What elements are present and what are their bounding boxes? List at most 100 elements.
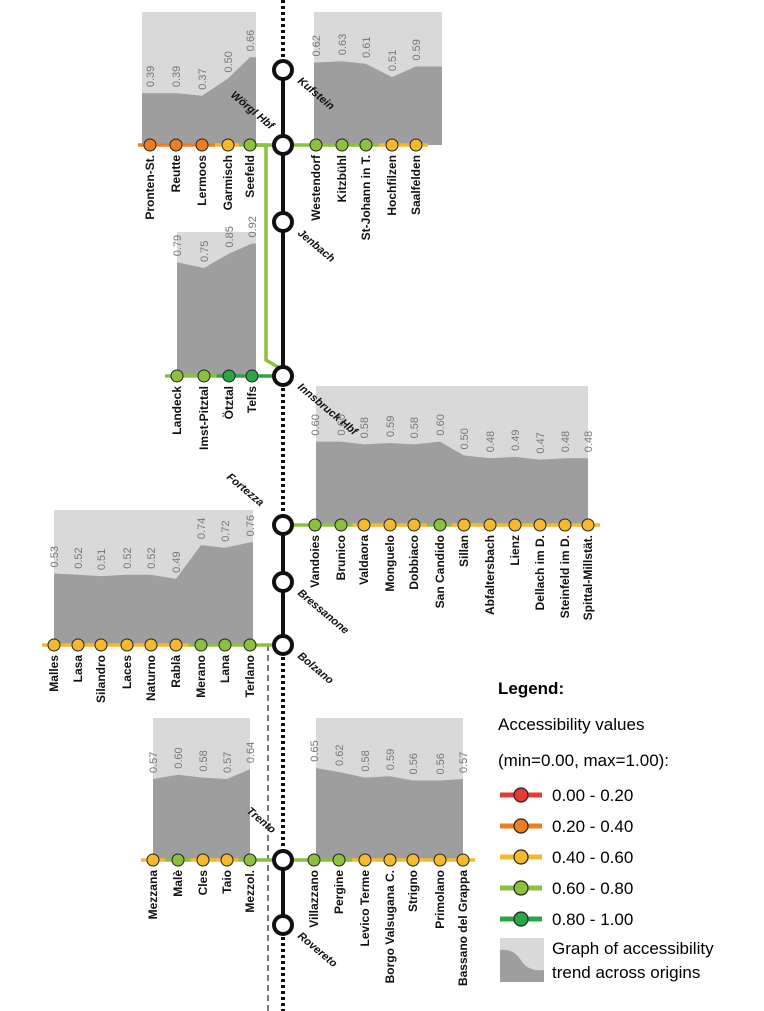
station-label: Garmisch [221,155,235,210]
accessibility-value: 0.59 [411,39,423,60]
main-station-marker [272,211,294,233]
accessibility-value: 0.63 [337,34,349,55]
main-station-marker [272,59,294,81]
station-marker [332,853,346,867]
station-label: Telfs [245,386,259,413]
station-marker [407,518,421,532]
main-station-marker [272,134,294,156]
legend-class: 0.80 - 1.00 [500,910,633,929]
accessibility-value: 0.51 [96,549,108,570]
legend-class: 0.60 - 0.80 [500,879,633,898]
legend-class-marker [513,911,529,927]
graph-area [142,57,256,145]
station-marker [169,138,183,152]
station-label: Landeck [170,386,184,435]
station-label: Brunico [334,535,348,580]
accessibility-value: 0.60 [435,414,447,435]
station-marker [383,853,397,867]
station-marker [508,518,522,532]
accessibility-value: 0.48 [485,431,497,452]
station-label: Lermoos [195,155,209,206]
graph-area [314,61,442,145]
station-label: Lana [218,655,232,683]
station-label: Villazzano [307,870,321,928]
accessibility-value: 0.50 [459,428,471,449]
accessibility-value: 0.60 [310,414,322,435]
station-marker [243,853,257,867]
station-label: Hochfilzen [385,155,399,216]
station-label: Imst-Pitztal [197,386,211,450]
station-marker [169,638,183,652]
accessibility-value: 0.60 [336,414,348,435]
graph-area [153,769,250,860]
accessibility-value: 0.66 [245,30,257,51]
station-label: Abfaltersbach [483,535,497,615]
station-label: Bassano del Grappa [456,870,470,986]
legend-class-marker [513,849,529,865]
station-label: San Candido [433,535,447,608]
stations [47,59,595,936]
station-label: Lasa [71,655,85,683]
legend-class: 0.00 - 0.20 [500,786,633,805]
accessibility-value: 0.57 [458,752,470,773]
legend-classes: 0.00 - 0.20 0.20 - 0.40 0.40 - 0.60 0.60 - … [500,786,633,929]
station-marker [194,638,208,652]
station-label: Levico Terme [358,870,372,947]
accessibility-value: 0.50 [223,51,235,72]
legend-class: 0.40 - 0.60 [500,848,633,867]
accessibility-graphs: 0.39 0.39 0.37 0.50 0.66 0.62 0.63 0.61 0.51 0.59… [49,12,595,860]
main-station-label: Rovereto [295,930,339,970]
station-label: St-Johann in T. [359,155,373,240]
legend-class: 0.20 - 0.40 [500,817,633,836]
accessibility-value: 0.62 [311,35,323,56]
station-marker [243,138,257,152]
accessibility-value: 0.52 [73,547,85,568]
accessibility-value: 0.56 [408,753,420,774]
main-station-marker [272,365,294,387]
station-marker [171,853,185,867]
station-label: Strigno [406,870,420,912]
main-station-marker [272,514,294,536]
station-marker [218,638,232,652]
station-label: Dellach im D. [533,535,547,610]
station-label: Mezzol. [243,870,257,913]
station-label: Pergine [332,870,346,914]
station-marker [483,518,497,532]
accessibility-value: 0.52 [122,547,134,568]
station-label: Silandro [94,655,108,703]
station-label: Malè [171,870,185,897]
station-label: Sillan [457,535,471,567]
station-label: Terlano [243,655,257,697]
station-label: Saalfelden [409,155,423,215]
station-marker [222,369,236,383]
station-marker [581,518,595,532]
accessibility-value: 0.57 [148,752,160,773]
station-marker [383,518,397,532]
legend-class-marker [513,880,529,896]
graph-area [54,542,253,645]
accessibility-value: 0.72 [220,520,232,541]
accessibility-value: 0.56 [435,753,447,774]
accessibility-value: 0.61 [361,36,373,57]
legend-title: Legend: [498,679,564,698]
accessibility-value: 0.49 [171,551,183,572]
accessibility-value: 0.48 [560,431,572,452]
station-marker [359,138,373,152]
station-label: Vandoies [308,535,322,588]
main-station-label: Bressanone [295,587,351,637]
legend-graph-line-2: trend across origins [552,963,700,982]
legend-class-range: 0.00 - 0.20 [552,786,633,805]
legend-graph-line-1: Graph of accessibility [552,939,714,958]
station-label: Mezzana [146,870,160,920]
station-marker [334,518,348,532]
station-marker [195,138,209,152]
accessibility-value: 0.48 [583,431,595,452]
accessibility-value: 0.79 [172,235,184,256]
accessibility-value: 0.92 [247,216,259,237]
station-label: Spittal-Millstät. [581,535,595,620]
station-marker [71,638,85,652]
station-marker [243,638,257,652]
station-label: Lienz [508,535,522,566]
main-station-marker [272,849,294,871]
